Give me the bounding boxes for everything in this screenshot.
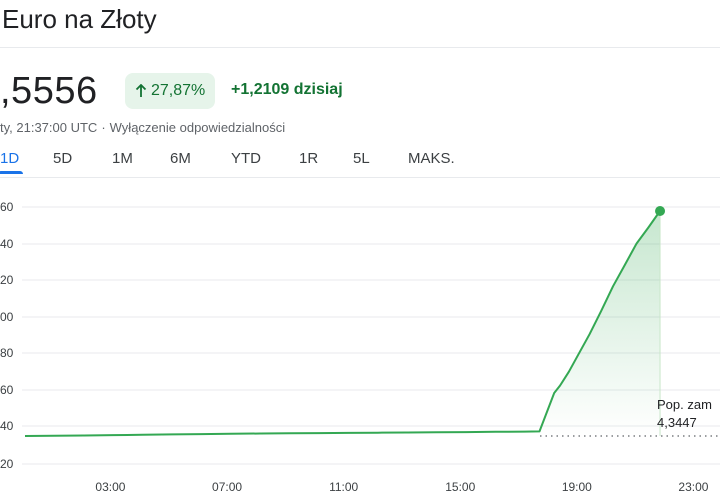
price-chart[interactable]: 60 40 20 00 80 60 40 20 03:00 07:00 11:00 15:00 19:0… <box>0 180 720 500</box>
change-percent-value: 27,87% <box>151 82 206 99</box>
x-tick-label: 11:00 <box>329 480 358 494</box>
y-tick-label: 60 <box>0 200 14 214</box>
tab-1m[interactable]: 1M <box>112 150 133 167</box>
x-tick-label: 15:00 <box>445 480 475 494</box>
page-title: Euro na Złoty <box>2 4 157 34</box>
x-tick-label: 03:00 <box>95 480 125 494</box>
y-tick-label: 40 <box>0 419 14 433</box>
price-area <box>25 211 660 436</box>
change-absolute: +1,2109 dzisiaj <box>231 81 343 98</box>
tab-6m[interactable]: 6M <box>170 150 191 167</box>
y-tick-label: 20 <box>0 273 14 287</box>
header-divider <box>0 47 720 48</box>
meta-separator: · <box>101 120 106 135</box>
timestamp: ty, 21:37:00 UTC <box>0 120 98 135</box>
x-tick-label: 07:00 <box>212 480 242 494</box>
y-tick-label: 60 <box>0 383 14 397</box>
previous-close-label: Pop. zam <box>657 397 712 412</box>
y-tick-label: 00 <box>0 310 14 324</box>
tab-maks[interactable]: MAKS. <box>408 150 455 167</box>
tabs-divider <box>0 177 720 178</box>
tab-ytd[interactable]: YTD <box>231 150 261 167</box>
quote-meta: ty, 21:37:00 UTC · Wyłączenie odpowiedzial… <box>0 120 285 135</box>
y-tick-label: 80 <box>0 346 14 360</box>
arrow-up-icon <box>135 84 147 97</box>
disclaimer-link[interactable]: Wyłączenie odpowiedzialności <box>109 120 286 135</box>
price-line <box>24 210 661 437</box>
current-point <box>655 206 666 216</box>
y-tick-label: 40 <box>0 237 14 251</box>
tab-5d[interactable]: 5D <box>53 150 73 167</box>
current-price: ,5556 <box>0 70 98 112</box>
y-tick-label: 20 <box>0 457 14 471</box>
tab-1r[interactable]: 1R <box>299 150 319 167</box>
change-percent-badge: 27,87% <box>125 73 216 109</box>
tab-5l[interactable]: 5L <box>353 150 370 167</box>
x-tick-label: 23:00 <box>678 480 708 494</box>
previous-close-value: 4,3447 <box>657 415 697 430</box>
tab-1d[interactable]: 1D <box>0 150 24 174</box>
x-tick-label: 19:00 <box>562 480 592 494</box>
